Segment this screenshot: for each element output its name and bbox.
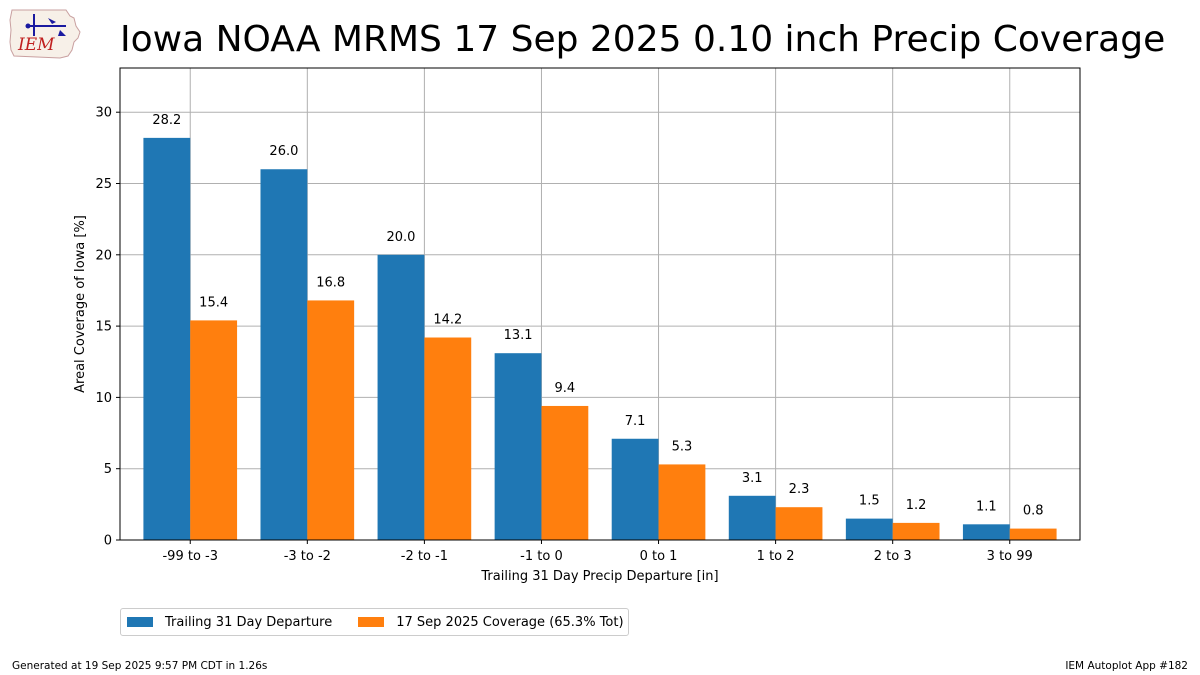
bar-coverage: [190, 320, 238, 540]
data-label-coverage: 9.4: [555, 381, 576, 396]
x-tick-label: -99 to -3: [162, 549, 218, 564]
legend-item-trailing: Trailing 31 Day Departure: [127, 615, 332, 630]
bar-coverage: [307, 300, 355, 540]
x-tick-label: 1 to 2: [757, 549, 795, 564]
bar-coverage: [892, 522, 940, 540]
legend-item-coverage: 17 Sep 2025 Coverage (65.3% Tot): [358, 614, 624, 630]
bar-coverage: [775, 507, 823, 540]
data-label-trailing: 1.5: [859, 494, 880, 509]
x-tick-label: 2 to 3: [874, 549, 912, 564]
bar-labels: 28.2 26.0 20.0 13.1 7.1 3.1 1.5 1.1 15.4 16.8 14.2…: [152, 113, 1043, 519]
y-tick-label: 20: [95, 248, 112, 263]
y-tick-label: 0: [104, 534, 112, 549]
bar-trailing: [611, 438, 659, 540]
bar-coverage: [658, 464, 706, 540]
y-tick-label: 5: [104, 462, 112, 477]
x-tick-label: -2 to -1: [401, 549, 448, 564]
y-tick-label: 15: [95, 320, 112, 335]
legend-label-coverage: 17 Sep 2025 Coverage (65.3% Tot): [396, 614, 624, 630]
y-tick-label: 10: [95, 391, 112, 406]
app-credit: IEM Autoplot App #182: [1065, 660, 1188, 672]
bar-trailing: [143, 137, 191, 540]
data-label-coverage: 1.2: [906, 498, 927, 513]
y-tick-label: 30: [95, 106, 112, 121]
bar-trailing: [962, 524, 1010, 540]
data-label-coverage: 16.8: [316, 275, 345, 290]
data-label-coverage: 14.2: [433, 313, 462, 328]
legend-swatch-trailing: [127, 617, 153, 627]
bar-trailing: [494, 353, 542, 540]
data-label-coverage: 5.3: [672, 439, 693, 454]
bar-trailing: [728, 495, 776, 540]
y-axis-label: Areal Coverage of Iowa [%]: [73, 215, 88, 393]
data-label-trailing: 28.2: [152, 113, 181, 128]
legend-swatch-coverage: [358, 617, 385, 627]
bar-trailing: [845, 518, 893, 540]
svg-text:IEM: IEM: [17, 35, 55, 55]
x-tick-label: 3 to 99: [987, 549, 1033, 564]
x-tick-label: -1 to 0: [520, 549, 563, 564]
data-label-trailing: 26.0: [269, 144, 298, 159]
bar-coverage: [541, 405, 589, 540]
x-axis-label: Trailing 31 Day Precip Departure [in]: [480, 569, 718, 584]
data-label-coverage: 0.8: [1023, 504, 1044, 519]
bar-trailing: [260, 169, 308, 540]
iem-logo: IEM: [9, 9, 81, 59]
bar-coverage: [1009, 528, 1057, 540]
bar-coverage: [424, 337, 472, 540]
y-tick-label: 25: [95, 177, 112, 192]
x-tick-label: 0 to 1: [640, 549, 678, 564]
chart-title: Iowa NOAA MRMS 17 Sep 2025 0.10 inch Pre…: [120, 19, 1166, 60]
data-label-trailing: 20.0: [386, 230, 415, 245]
generated-timestamp: Generated at 19 Sep 2025 9:57 PM CDT in …: [12, 660, 268, 672]
bar-trailing: [377, 254, 425, 540]
data-label-trailing: 1.1: [976, 499, 997, 514]
legend: Trailing 31 Day Departure 17 Sep 2025 Co…: [120, 608, 629, 636]
data-label-trailing: 13.1: [504, 328, 533, 343]
data-label-coverage: 15.4: [199, 295, 228, 310]
legend-label-trailing: Trailing 31 Day Departure: [165, 614, 333, 630]
data-label-trailing: 7.1: [625, 414, 646, 429]
plot-frame: [119, 67, 1081, 541]
x-tick-label: -3 to -2: [284, 549, 331, 564]
axis-ticks: 0 5 10 15 20 25 30 -99 to -3 -3 to -2 -2 to -1 -1 …: [95, 106, 1032, 564]
data-label-trailing: 3.1: [742, 471, 763, 486]
bars: [143, 137, 1057, 540]
data-label-coverage: 2.3: [789, 482, 810, 497]
